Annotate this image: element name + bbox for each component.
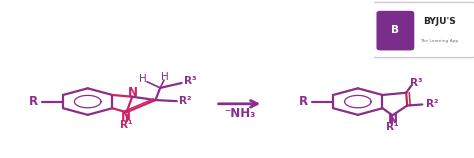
Text: R¹: R¹ bbox=[386, 122, 399, 132]
Text: FISCHER INDOLE SYNTHESIS: FISCHER INDOLE SYNTHESIS bbox=[11, 16, 268, 31]
Text: ⁻NH₃: ⁻NH₃ bbox=[224, 107, 255, 120]
Text: R¹: R¹ bbox=[120, 120, 133, 130]
Text: R²: R² bbox=[179, 96, 191, 106]
Text: R: R bbox=[299, 95, 309, 108]
Text: N: N bbox=[387, 113, 398, 126]
Text: R³: R³ bbox=[184, 76, 196, 86]
Text: R³: R³ bbox=[410, 78, 423, 88]
Text: H: H bbox=[139, 74, 147, 84]
Text: R²: R² bbox=[426, 99, 438, 109]
Text: R: R bbox=[29, 95, 38, 108]
FancyBboxPatch shape bbox=[376, 11, 414, 50]
Text: N: N bbox=[128, 86, 138, 100]
Text: N: N bbox=[120, 110, 131, 123]
Text: BYJU'S: BYJU'S bbox=[423, 17, 456, 25]
Text: B: B bbox=[392, 25, 400, 35]
FancyBboxPatch shape bbox=[373, 2, 474, 58]
Text: H: H bbox=[161, 72, 169, 82]
Text: The Learning App: The Learning App bbox=[420, 39, 458, 43]
